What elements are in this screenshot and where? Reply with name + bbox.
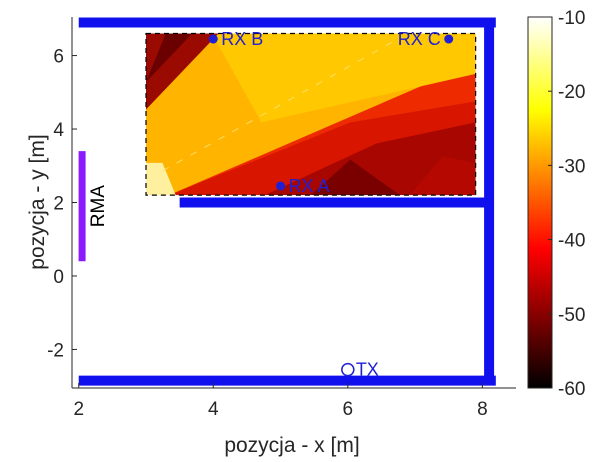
point-label-tx: TX [356,360,379,380]
colorbar-tick-label: -10 [558,8,585,29]
colorbar-tick-label: -50 [558,305,585,326]
x-tick-label: 8 [477,399,488,420]
y-tick-label: 0 [53,267,64,288]
heatmap-beam-core [211,33,476,123]
y-tick-label: 2 [53,194,64,215]
rma-label: RMA [88,185,109,228]
heatmap-shadow [310,159,400,196]
x-tick-label: 6 [343,399,354,420]
y-tick-label: -2 [47,340,64,361]
heatmap-shadow-right [409,156,476,196]
heatmap-field [146,33,476,196]
points: RX A RX B RX C TX [208,29,454,380]
colorbar-gradient [527,16,553,389]
point-label-rx-c: RX C [398,29,441,49]
point-rx-c [444,34,454,44]
axes: 2 4 6 8 -2 0 2 4 6 [47,17,516,420]
x-axis-label: pozycja - x [m] [224,434,359,457]
colorbar: -60 -50 -40 -30 -20 -10 [527,8,585,400]
heatmap-ray [162,41,394,172]
point-rx-a [276,181,286,191]
heatmap-lower-dark [264,122,476,196]
colorbar-tick-label: -40 [558,231,585,252]
heatmap-region-outline [145,32,477,196]
y-tick-label: 4 [53,120,64,141]
x-tick-label: 4 [208,399,219,420]
heatmap-corner-darker [146,33,193,83]
x-tick-label: 2 [73,399,84,420]
point-label-rx-a: RX A [289,176,330,196]
rma-array: RMA [78,151,109,262]
colorbar-tick-label: -20 [558,82,585,103]
heatmap [145,32,477,196]
point-tx [341,362,355,377]
point-label-rx-b: RX B [221,29,263,49]
y-axis-label: pozycja - y [m] [26,134,49,269]
walls [78,17,496,386]
heatmap-bright-corner [146,162,176,196]
point-rx-b [208,34,218,44]
colorbar-tick-label: -60 [558,379,585,400]
colorbar-tick-label: -30 [558,156,585,177]
y-tick-label: 6 [53,47,64,68]
